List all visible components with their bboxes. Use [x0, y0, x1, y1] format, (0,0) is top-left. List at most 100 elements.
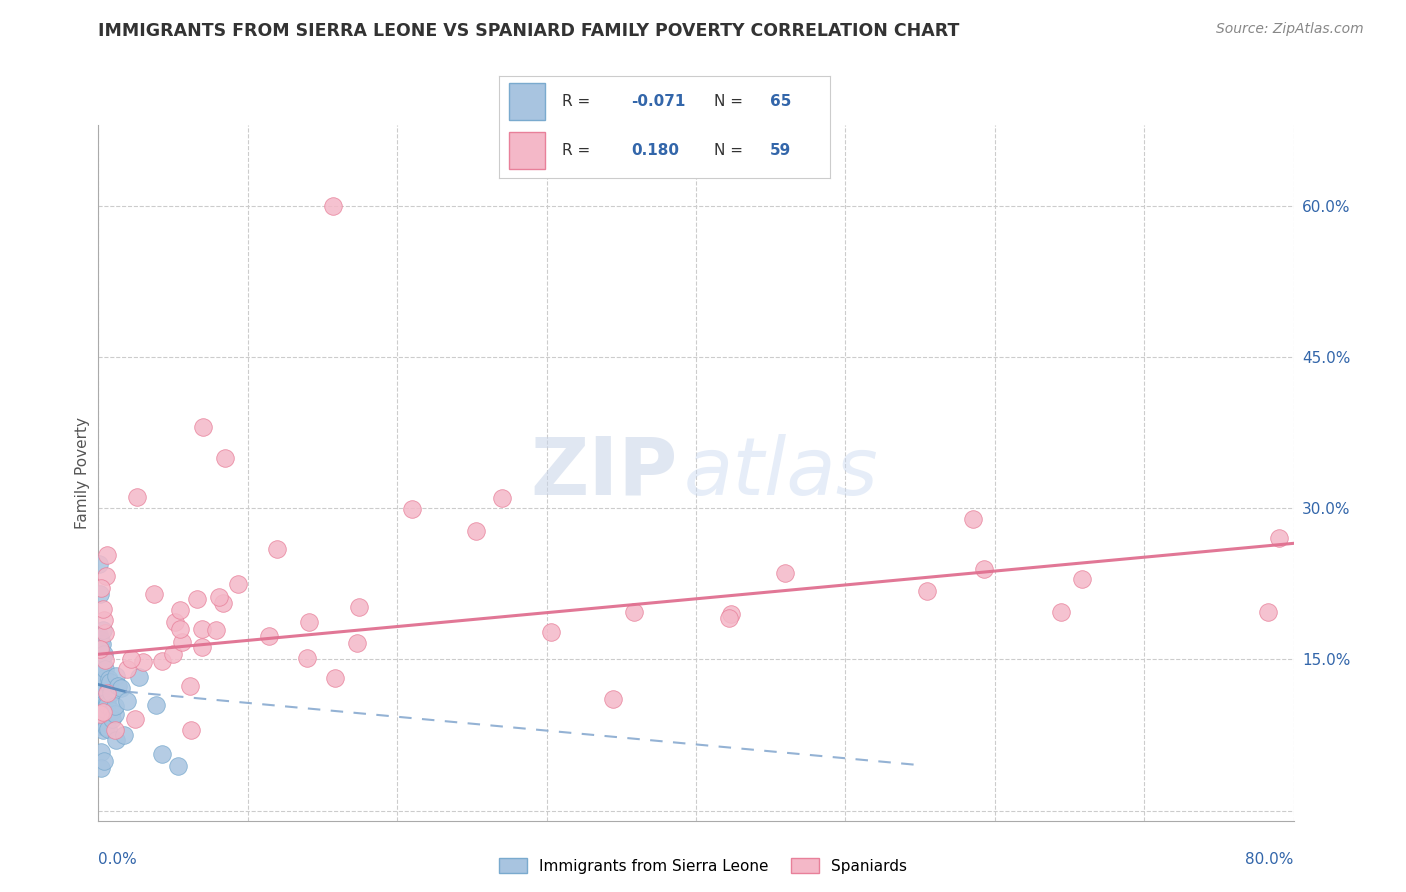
Point	[90, 691, 112, 706]
Point	[94, 671, 117, 685]
Point	[90, 662, 112, 676]
Point	[104, 699, 127, 714]
Point	[89, 713, 111, 727]
Point	[145, 698, 167, 713]
Point	[96, 698, 118, 713]
Text: R =: R =	[562, 94, 591, 109]
Point	[717, 610, 740, 624]
Point	[93, 715, 115, 730]
Point	[94, 662, 117, 676]
Text: 0.180: 0.180	[631, 144, 679, 158]
Point	[204, 623, 226, 637]
Point	[91, 657, 114, 672]
Point	[720, 607, 742, 622]
Point	[90, 582, 112, 596]
Text: 80.0%: 80.0%	[1246, 852, 1294, 867]
Point	[94, 625, 117, 640]
Text: N =: N =	[714, 144, 742, 158]
Point	[214, 450, 236, 465]
Legend: Immigrants from Sierra Leone, Spaniards: Immigrants from Sierra Leone, Spaniards	[494, 852, 912, 880]
Point	[89, 587, 111, 601]
Y-axis label: Family Poverty: Family Poverty	[75, 417, 90, 529]
Point	[96, 720, 118, 734]
Point	[125, 490, 148, 504]
Point	[105, 733, 128, 747]
Point	[100, 686, 122, 700]
Point	[90, 648, 112, 663]
Point	[257, 630, 280, 644]
Point	[93, 680, 115, 694]
Point	[162, 648, 184, 662]
Point	[90, 633, 112, 648]
Point	[346, 636, 368, 650]
Point	[89, 557, 111, 571]
Point	[163, 615, 186, 629]
Point	[491, 491, 513, 505]
Point	[89, 719, 111, 733]
Point	[93, 613, 115, 627]
Point	[124, 712, 146, 726]
Point	[89, 707, 111, 722]
Point	[128, 669, 150, 683]
Point	[623, 605, 645, 619]
Point	[90, 660, 112, 674]
Point	[94, 569, 117, 583]
Text: 0.0%: 0.0%	[98, 852, 138, 867]
Point	[172, 634, 194, 648]
Point	[91, 698, 114, 712]
Point	[89, 627, 111, 641]
Point	[773, 566, 796, 580]
Point	[1267, 531, 1289, 545]
Text: 65: 65	[770, 94, 792, 109]
Point	[91, 723, 114, 738]
Point	[347, 599, 370, 614]
Point	[167, 759, 190, 773]
Point	[93, 754, 115, 768]
Point	[917, 584, 939, 599]
Point	[97, 722, 120, 736]
Point	[120, 651, 142, 665]
Point	[93, 648, 115, 662]
Point	[150, 747, 173, 762]
Point	[90, 745, 112, 759]
Point	[98, 675, 121, 690]
Point	[180, 723, 202, 737]
Point	[105, 669, 128, 683]
Point	[90, 669, 112, 683]
Text: N =: N =	[714, 94, 742, 109]
Point	[91, 624, 114, 638]
Point	[90, 761, 112, 775]
Point	[91, 703, 114, 717]
Point	[208, 590, 231, 604]
Point	[97, 677, 120, 691]
Point	[1257, 606, 1279, 620]
Point	[104, 706, 127, 721]
Point	[96, 695, 118, 709]
Point	[107, 679, 129, 693]
Point	[112, 728, 135, 742]
FancyBboxPatch shape	[509, 83, 546, 120]
Point	[104, 723, 127, 737]
Point	[228, 577, 250, 591]
Point	[211, 596, 233, 610]
Point	[93, 705, 115, 719]
Point	[179, 679, 201, 693]
Point	[190, 622, 212, 636]
Point	[297, 650, 319, 665]
Point	[115, 694, 138, 708]
Point	[973, 562, 995, 576]
FancyBboxPatch shape	[509, 132, 546, 169]
Point	[401, 502, 423, 516]
Point	[101, 712, 124, 726]
Text: IMMIGRANTS FROM SIERRA LEONE VS SPANIARD FAMILY POVERTY CORRELATION CHART: IMMIGRANTS FROM SIERRA LEONE VS SPANIARD…	[98, 22, 960, 40]
Point	[169, 603, 191, 617]
Text: atlas: atlas	[685, 434, 879, 512]
Point	[90, 637, 112, 651]
Point	[94, 653, 117, 667]
Point	[87, 690, 110, 704]
Text: Source: ZipAtlas.com: Source: ZipAtlas.com	[1216, 22, 1364, 37]
Point	[602, 692, 624, 706]
Point	[322, 198, 344, 212]
Point	[1050, 605, 1073, 619]
Point	[115, 662, 138, 676]
